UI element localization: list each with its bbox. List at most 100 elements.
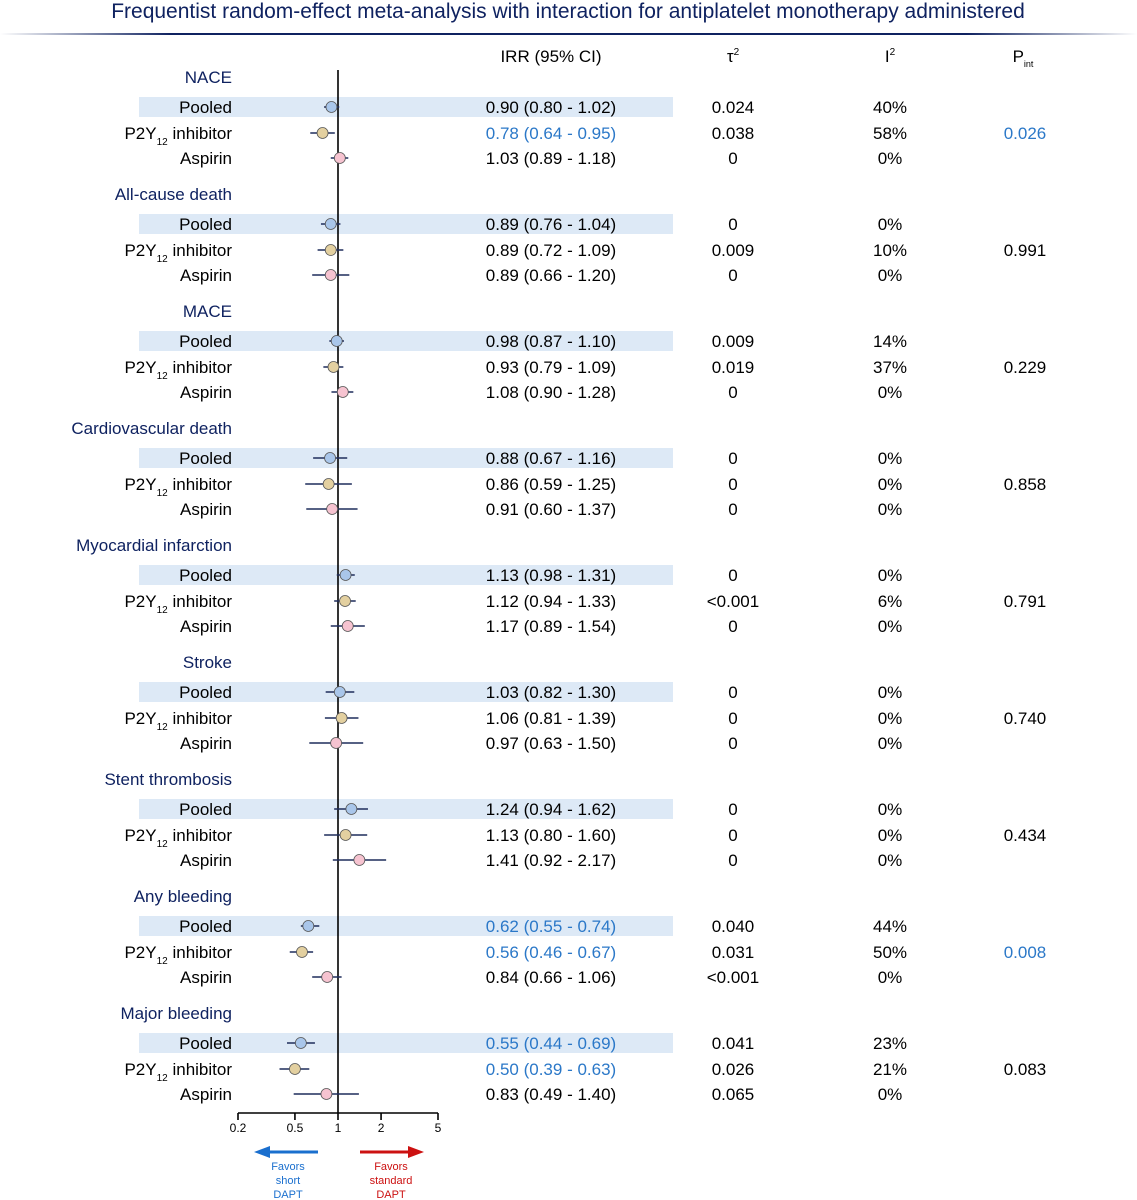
irr-ci-value: 1.13 (0.80 - 1.60) xyxy=(486,826,616,845)
axis-tick-label: 1 xyxy=(335,1121,342,1135)
favors-short-arrow-icon xyxy=(254,1146,270,1158)
row-label-pooled: Pooled xyxy=(179,566,232,585)
tau2-value: 0 xyxy=(728,617,737,636)
p2y-label: P2Y xyxy=(124,241,156,260)
point-estimate xyxy=(324,269,337,281)
tau2-value: 0 xyxy=(728,800,737,819)
p2y-label: P2Y xyxy=(124,592,156,611)
pooled-highlight-band xyxy=(139,1033,673,1053)
i2-value: 0% xyxy=(878,683,903,702)
irr-ci-value: 0.89 (0.72 - 1.09) xyxy=(486,241,616,260)
point-estimate xyxy=(330,335,343,347)
point-estimate xyxy=(326,503,339,515)
irr-ci-value: 1.12 (0.94 - 1.33) xyxy=(486,592,616,611)
title-rule xyxy=(0,33,1137,35)
p2y-label: P2Y xyxy=(124,943,156,962)
i2-value: 14% xyxy=(873,332,907,351)
point-estimate xyxy=(296,946,308,958)
header-tau2: τ2 xyxy=(727,47,740,66)
tau2-value: 0 xyxy=(728,566,737,585)
highlight-bands xyxy=(139,97,673,1053)
point-estimate xyxy=(335,712,348,724)
irr-ci-value: 0.90 (0.80 - 1.02) xyxy=(486,98,616,117)
row-label-p2y12: P2Y12 inhibitor xyxy=(124,1060,232,1084)
row-label-pooled: Pooled xyxy=(179,800,232,819)
irr-ci-value: 1.41 (0.92 - 2.17) xyxy=(486,851,616,870)
pooled-highlight-band xyxy=(139,448,673,468)
outcome-label: Myocardial infarction xyxy=(76,536,232,555)
pooled-highlight-band xyxy=(139,799,673,819)
point-estimate xyxy=(289,1063,301,1075)
header-i-sup: 2 xyxy=(890,47,896,58)
i2-value: 0% xyxy=(878,449,903,468)
tau2-value: 0 xyxy=(728,826,737,845)
irr-ci-value: 0.78 (0.64 - 0.95) xyxy=(486,124,616,143)
i2-value: 50% xyxy=(873,943,907,962)
tau2-value: 0.038 xyxy=(712,124,755,143)
p-interaction-value: 0.008 xyxy=(1004,943,1047,962)
tau2-value: 0.041 xyxy=(712,1034,755,1053)
row-label-pooled: Pooled xyxy=(179,1034,232,1053)
point-estimate xyxy=(302,920,315,932)
p2y-rest: inhibitor xyxy=(168,826,233,845)
irr-ci-value: 0.98 (0.87 - 1.10) xyxy=(486,332,616,351)
row-label-aspirin: Aspirin xyxy=(180,734,232,753)
tau2-value: 0.009 xyxy=(712,332,755,351)
p2y-subscript: 12 xyxy=(157,722,169,733)
point-estimate xyxy=(339,595,351,607)
i2-value: 0% xyxy=(878,383,903,402)
i2-value: 0% xyxy=(878,851,903,870)
tau2-value: 0 xyxy=(728,449,737,468)
header-p-sub: int xyxy=(1024,59,1034,69)
tau2-value: 0.065 xyxy=(712,1085,755,1104)
irr-ci-value: 1.08 (0.90 - 1.28) xyxy=(486,383,616,402)
p2y-subscript: 12 xyxy=(157,956,169,967)
i2-value: 0% xyxy=(878,149,903,168)
p2y-subscript: 12 xyxy=(157,254,169,265)
outcome-label: Major bleeding xyxy=(120,1004,232,1023)
irr-ci-value: 1.03 (0.89 - 1.18) xyxy=(486,149,616,168)
tau2-value: 0 xyxy=(728,149,737,168)
outcome-label: MACE xyxy=(183,302,232,321)
pooled-highlight-band xyxy=(139,214,673,234)
irr-ci-value: 1.24 (0.94 - 1.62) xyxy=(486,800,616,819)
p2y-subscript: 12 xyxy=(157,839,169,850)
point-estimate xyxy=(316,127,329,139)
pooled-highlight-band xyxy=(139,682,673,702)
favors-standard-label: Favors xyxy=(374,1161,408,1173)
i2-value: 0% xyxy=(878,566,903,585)
outcome-label: Cardiovascular death xyxy=(71,419,232,438)
tau2-value: 0 xyxy=(728,266,737,285)
p2y-rest: inhibitor xyxy=(168,709,233,728)
row-label-aspirin: Aspirin xyxy=(180,266,232,285)
irr-ci-value: 1.06 (0.81 - 1.39) xyxy=(486,709,616,728)
irr-ci-value: 1.17 (0.89 - 1.54) xyxy=(486,617,616,636)
point-estimate xyxy=(341,620,354,632)
pooled-highlight-band xyxy=(139,331,673,351)
p2y-rest: inhibitor xyxy=(168,943,233,962)
axis-tick-label: 0.5 xyxy=(287,1121,304,1135)
irr-ci-value: 0.93 (0.79 - 1.09) xyxy=(486,358,616,377)
irr-ci-value: 0.91 (0.60 - 1.37) xyxy=(486,500,616,519)
outcome-label: NACE xyxy=(185,68,232,87)
row-label-aspirin: Aspirin xyxy=(180,500,232,519)
p2y-label: P2Y xyxy=(124,358,156,377)
tau2-value: 0.026 xyxy=(712,1060,755,1079)
point-estimate xyxy=(322,478,335,490)
row-label-p2y12: P2Y12 inhibitor xyxy=(124,592,232,616)
axis-tick-label: 0.2 xyxy=(230,1121,247,1135)
tau2-value: 0.040 xyxy=(712,917,755,936)
i2-value: 40% xyxy=(873,98,907,117)
irr-ci-value: 0.83 (0.49 - 1.40) xyxy=(486,1085,616,1104)
point-estimate xyxy=(333,152,346,164)
p2y-rest: inhibitor xyxy=(168,592,233,611)
row-label-aspirin: Aspirin xyxy=(180,1085,232,1104)
i2-value: 0% xyxy=(878,1085,903,1104)
p2y-rest: inhibitor xyxy=(168,475,233,494)
header-i2: I2 xyxy=(885,47,896,66)
row-label-pooled: Pooled xyxy=(179,917,232,936)
header-i: I xyxy=(885,47,890,66)
p2y-rest: inhibitor xyxy=(168,241,233,260)
p-interaction-value: 0.026 xyxy=(1004,124,1047,143)
